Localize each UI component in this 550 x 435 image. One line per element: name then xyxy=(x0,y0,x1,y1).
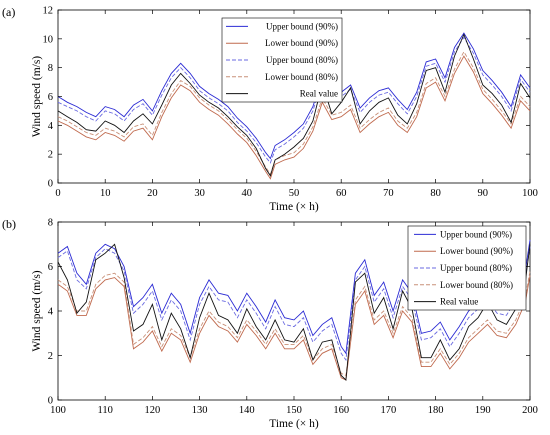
panel-label: (a) xyxy=(2,5,15,19)
x-tick-label: 200 xyxy=(522,405,538,416)
x-tick-label: 140 xyxy=(239,405,255,416)
x-tick-label: 180 xyxy=(428,405,444,416)
x-tick-label: 50 xyxy=(289,188,300,199)
x-tick-label: 100 xyxy=(50,405,66,416)
x-tick-label: 0 xyxy=(55,188,60,199)
y-tick-label: 4 xyxy=(48,307,54,318)
panel-a: 0 10 20 30 40 50 60 70 80 90 100 0 2 4 6 8 10 12 Time (× h… xyxy=(2,5,538,213)
legend-label-3: Upper bound (80%) xyxy=(266,55,338,65)
legend-label-5: Real value xyxy=(440,297,478,307)
legend-label-5: Real value xyxy=(300,89,338,99)
x-tick-label: 110 xyxy=(98,405,113,416)
y-tick-label: 2 xyxy=(48,150,53,161)
x-tick-label: 190 xyxy=(475,405,491,416)
y-tick-label: 2 xyxy=(48,351,53,362)
x-tick-label: 20 xyxy=(147,188,158,199)
y-tick-label: 4 xyxy=(48,121,54,132)
legend: Upper bound (90%) Lower bound (90%) Upper … xyxy=(221,17,343,103)
y-tick-label: 0 xyxy=(48,396,53,407)
series-line-1 xyxy=(57,32,531,160)
series-line-1 xyxy=(57,239,531,355)
series-line-3 xyxy=(57,246,531,362)
x-tick-label: 30 xyxy=(194,188,205,199)
x-tick-label: 70 xyxy=(383,188,394,199)
y-tick-label: 8 xyxy=(48,63,53,74)
x-tick-label: 120 xyxy=(145,405,161,416)
x-tick-label: 100 xyxy=(522,188,538,199)
series-line-2 xyxy=(57,55,531,180)
panel-label: (b) xyxy=(2,217,16,231)
x-tick-label: 160 xyxy=(333,405,349,416)
series-line-4 xyxy=(57,270,531,377)
legend-label-4: Lower bound (80%) xyxy=(440,280,513,290)
x-axis-label: Time (× h) xyxy=(269,418,319,430)
legend-label-1: Upper bound (90%) xyxy=(440,229,512,239)
x-tick-label: 40 xyxy=(242,188,253,199)
legend: Upper bound (90%) Lower bound (90%) Upper … xyxy=(407,225,527,311)
x-tick-label: 130 xyxy=(192,405,208,416)
x-tick-label: 60 xyxy=(336,188,347,199)
x-axis-label: Time (× h) xyxy=(269,201,319,213)
y-tick-label: 6 xyxy=(48,262,53,273)
legend-label-1: Upper bound (90%) xyxy=(266,21,338,31)
y-tick-label: 10 xyxy=(43,34,54,45)
legend-label-2: Lower bound (90%) xyxy=(265,38,338,48)
x-tick-label: 10 xyxy=(100,188,111,199)
panel-b: 100 110 120 130 140 150 160 170 180 190 200 0 2 4 6 8 Ti… xyxy=(2,217,538,430)
y-tick-label: 6 xyxy=(48,92,53,103)
legend-label-3: Upper bound (80%) xyxy=(440,263,512,273)
y-axis-label: Wind speed (m/s) xyxy=(31,56,43,137)
series-line-4 xyxy=(57,50,531,176)
series-line-5 xyxy=(57,33,531,177)
x-tick-label: 170 xyxy=(381,405,397,416)
legend-label-4: Lower bound (80%) xyxy=(265,72,338,82)
series-line-2 xyxy=(57,275,531,381)
y-tick-label: 0 xyxy=(48,179,53,190)
x-tick-label: 80 xyxy=(430,188,441,199)
series-line-3 xyxy=(57,36,531,164)
y-tick-label: 12 xyxy=(43,6,54,17)
legend-label-2: Lower bound (90%) xyxy=(440,246,513,256)
x-tick-label: 90 xyxy=(478,188,489,199)
series-line-5 xyxy=(57,243,531,381)
y-axis-label: Wind speed (m/s) xyxy=(31,270,43,351)
x-tick-label: 150 xyxy=(286,405,302,416)
y-tick-label: 8 xyxy=(48,218,53,229)
